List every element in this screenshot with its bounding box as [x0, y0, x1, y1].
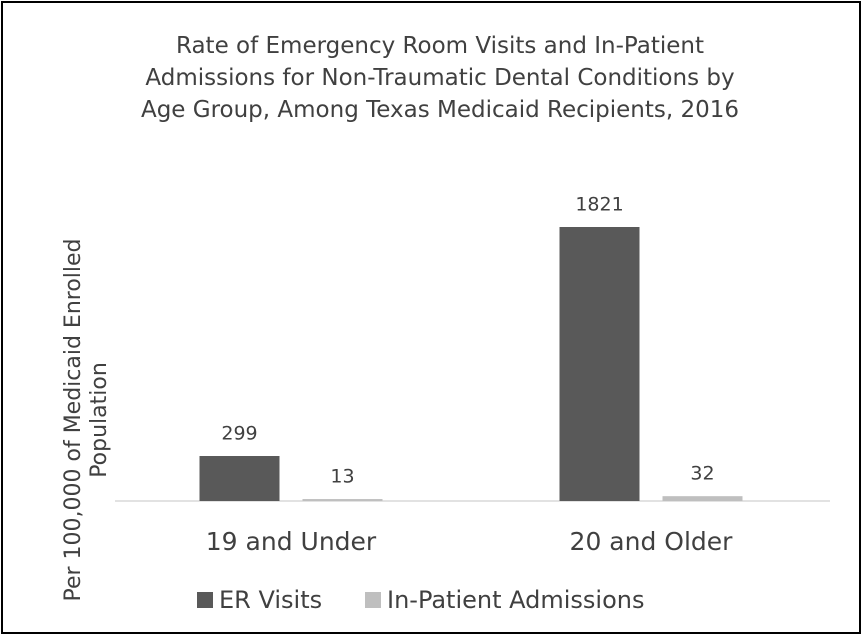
bar — [662, 496, 743, 501]
legend-swatch — [197, 592, 213, 608]
x-tick-label: 19 and Under — [206, 527, 377, 556]
data-label: 299 — [221, 423, 257, 445]
bar — [302, 499, 383, 501]
x-tick-label: 20 and Older — [570, 527, 734, 556]
data-label: 13 — [330, 466, 354, 488]
data-label: 32 — [690, 463, 714, 485]
legend-swatch — [365, 592, 381, 608]
bar — [559, 227, 640, 501]
chart-title: Rate of Emergency Room Visits and In-Pat… — [140, 33, 740, 123]
legend-label: ER Visits — [219, 586, 322, 614]
bar — [199, 456, 280, 501]
legend-label: In-Patient Admissions — [387, 586, 645, 614]
data-label: 1821 — [575, 194, 623, 216]
